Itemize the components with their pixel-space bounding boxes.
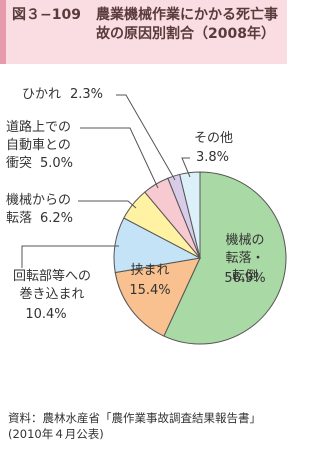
chart-title: 農業機械作業にかかる死亡事故の原因別割合（2008年） — [96, 7, 278, 42]
value-label: 6.2% — [40, 211, 74, 226]
source-note: 資料：農林水産省「農作業事故調査結果報告書」(2010年４月公表) — [8, 411, 261, 441]
category-label: 回転部等への 巻き込まれ — [12, 269, 92, 302]
value-label: 3.8% — [196, 150, 230, 165]
category-label: 挟まれ — [130, 263, 170, 278]
chart — [21, 94, 287, 345]
value-label: 15.4% — [129, 283, 171, 298]
value-label: 5.0% — [40, 156, 74, 171]
pie-slice — [114, 257, 201, 337]
leader-lines — [21, 94, 191, 268]
leader-line — [21, 245, 119, 268]
header-accent — [0, 0, 6, 64]
leader-line — [116, 94, 176, 181]
category-label: ひかれ — [22, 87, 62, 102]
category-label: 道路上での 自動車との 衝突 — [6, 120, 72, 171]
pie-slice — [163, 171, 287, 345]
value-label: 10.4% — [25, 307, 67, 322]
category-label: 機械からの 転落 — [6, 193, 72, 226]
figure-number: 図３−109 — [12, 7, 81, 23]
leader-line — [78, 200, 137, 209]
value-label: 56.9% — [224, 271, 266, 286]
pie-slice — [179, 171, 201, 259]
leader-line — [181, 157, 191, 178]
leader-line — [80, 127, 159, 189]
header-band — [0, 0, 287, 64]
page: 図３−109 農業機械作業にかかる死亡事故の原因別割合（2008年） 資料：農林… — [0, 0, 287, 441]
category-label: 機械の 転落・転倒 — [225, 233, 265, 284]
category-label: その他 — [194, 131, 234, 146]
value-label: 2.3% — [70, 87, 104, 102]
